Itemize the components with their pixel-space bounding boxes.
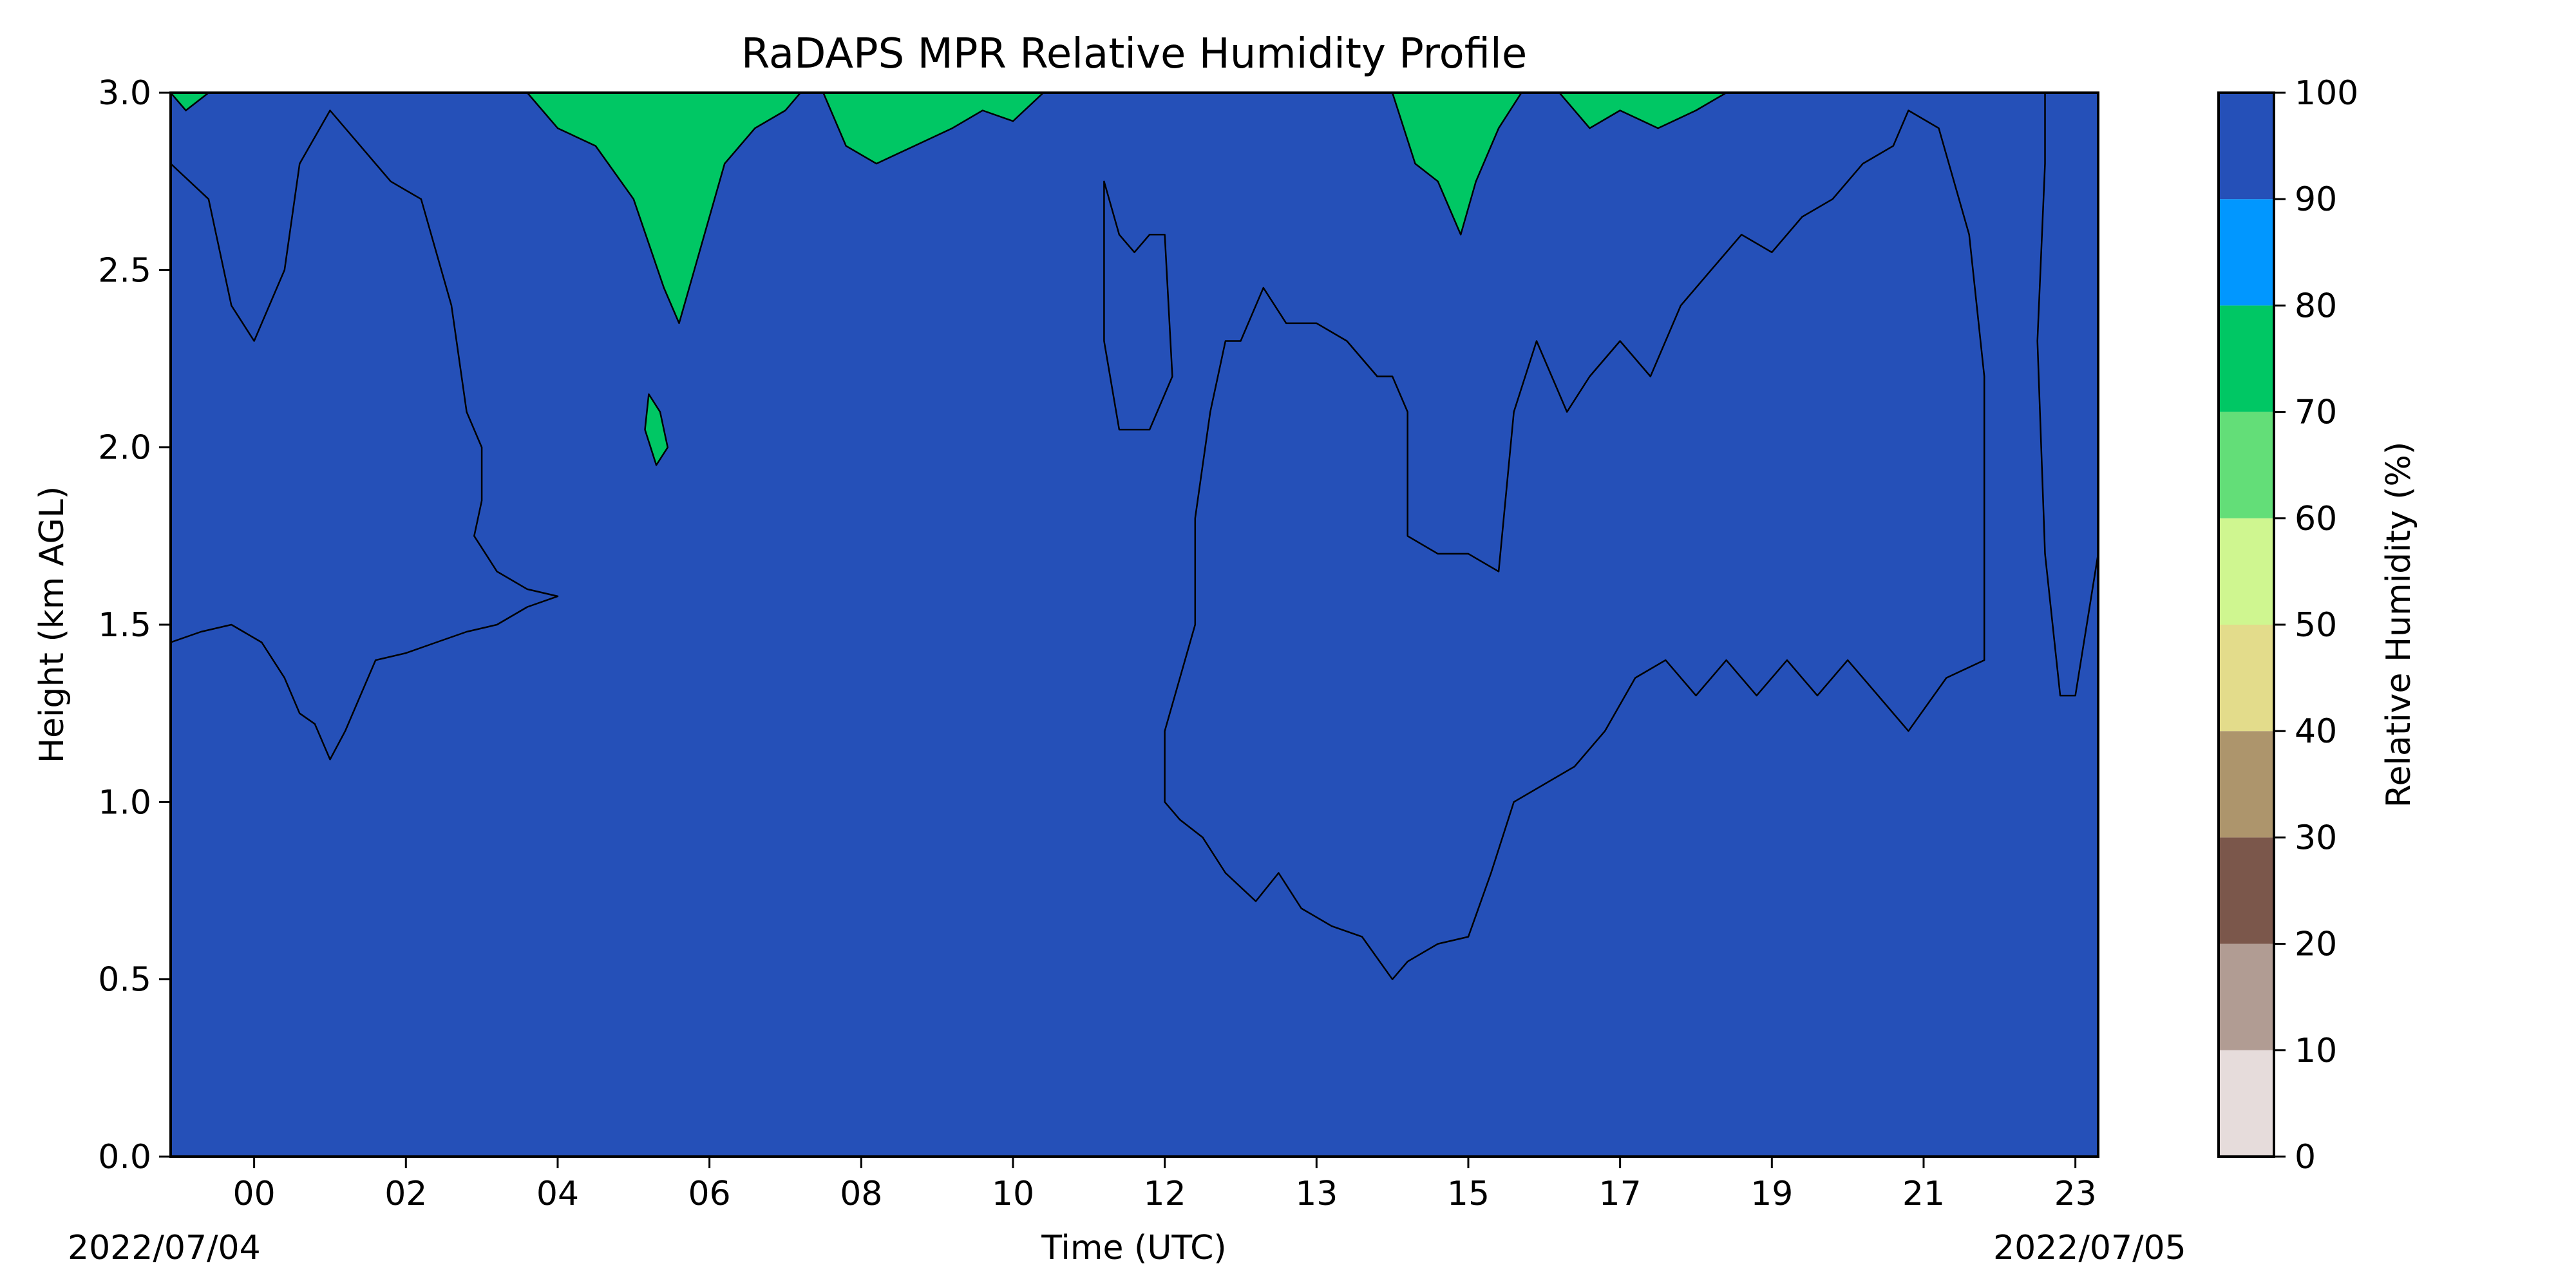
x-tick-label-12: 12 [1144, 1175, 1186, 1213]
colorbar-tick-label-30: 30 [2295, 819, 2337, 857]
contour-patch-90-7 [1164, 109, 1985, 980]
colorbar-label: Relative Humidity (%) [2380, 442, 2418, 808]
contour-patch-70-3 [1391, 93, 1522, 236]
colorbar-tick-label-40: 40 [2295, 712, 2337, 751]
start-date-label: 2022/07/04 [68, 1229, 261, 1267]
colorbar-cell-10 [2219, 943, 2274, 1050]
x-tick-label-13: 13 [1295, 1175, 1338, 1213]
colorbar-cell-50 [2219, 518, 2274, 625]
colorbar-cell-30 [2219, 731, 2274, 838]
colorbar-cell-90 [2219, 93, 2274, 200]
contour-patch-70-2 [822, 93, 1045, 165]
x-tick-label-10: 10 [992, 1175, 1034, 1213]
x-tick-label-17: 17 [1599, 1175, 1642, 1213]
x-tick-label-04: 04 [536, 1175, 579, 1213]
y-tick-label-3: 1.5 [98, 606, 151, 645]
x-tick-label-23: 23 [2054, 1175, 2097, 1213]
colorbar-cell-20 [2219, 837, 2274, 944]
x-tick-label-21: 21 [1902, 1175, 1945, 1213]
colorbar-cell-0 [2219, 1050, 2274, 1157]
contour-patch-70-1 [526, 93, 802, 325]
contour-patch-90-6 [171, 109, 559, 761]
chart-title: RaDAPS MPR Relative Humidity Profile [741, 30, 1527, 78]
y-tick-label-0: 0.0 [98, 1138, 151, 1177]
x-tick-label-06: 06 [688, 1175, 731, 1213]
colorbar-tick-label-70: 70 [2295, 393, 2337, 432]
x-tick-label-00: 00 [233, 1175, 276, 1213]
y-axis-label: Height (km AGL) [33, 486, 71, 763]
colorbar-cell-40 [2219, 625, 2274, 732]
end-date-label: 2022/07/05 [1993, 1229, 2186, 1267]
colorbar-cell-70 [2219, 305, 2274, 412]
contour-patch-90-8 [1103, 180, 1173, 431]
colorbar-tick-label-80: 80 [2295, 287, 2337, 325]
colorbar-tick-label-60: 60 [2295, 500, 2337, 538]
x-axis: 00 02 04 06 08 10 12 13 15 17 19 21 23 [233, 1157, 2097, 1213]
colorbar-tick-label-90: 90 [2295, 180, 2337, 219]
colorbar-tick-label-0: 0 [2295, 1138, 2316, 1177]
colorbar-tick-label-100: 100 [2295, 74, 2358, 113]
contour-patch-90-9 [2036, 93, 2098, 697]
plot-area [169, 91, 2099, 1158]
y-axis: 0.0 0.5 1.0 1.5 2.0 2.5 3.0 [98, 74, 171, 1177]
y-tick-label-1: 0.5 [98, 961, 151, 999]
contour-patch-70-0 [171, 93, 210, 111]
colorbar-cell-60 [2219, 412, 2274, 518]
colorbar-tick-label-50: 50 [2295, 606, 2337, 645]
x-tick-label-02: 02 [384, 1175, 427, 1213]
y-tick-label-2: 1.0 [98, 783, 151, 822]
x-tick-label-19: 19 [1750, 1175, 1793, 1213]
contour-patch-70-5 [644, 393, 669, 466]
y-tick-label-6: 3.0 [98, 74, 151, 113]
x-tick-label-15: 15 [1447, 1175, 1490, 1213]
colorbar: 0 10 20 30 40 50 60 70 80 90 100 [2217, 74, 2358, 1177]
colorbar-cell-80 [2219, 199, 2274, 306]
colorbar-tick-label-10: 10 [2295, 1032, 2337, 1070]
contour-patch-70-4 [1558, 93, 1727, 129]
y-tick-label-4: 2.0 [98, 429, 151, 468]
y-tick-label-5: 2.5 [98, 251, 151, 290]
colorbar-tick-label-20: 20 [2295, 925, 2337, 964]
x-tick-label-08: 08 [840, 1175, 882, 1213]
x-axis-label: Time (UTC) [1041, 1229, 1226, 1267]
